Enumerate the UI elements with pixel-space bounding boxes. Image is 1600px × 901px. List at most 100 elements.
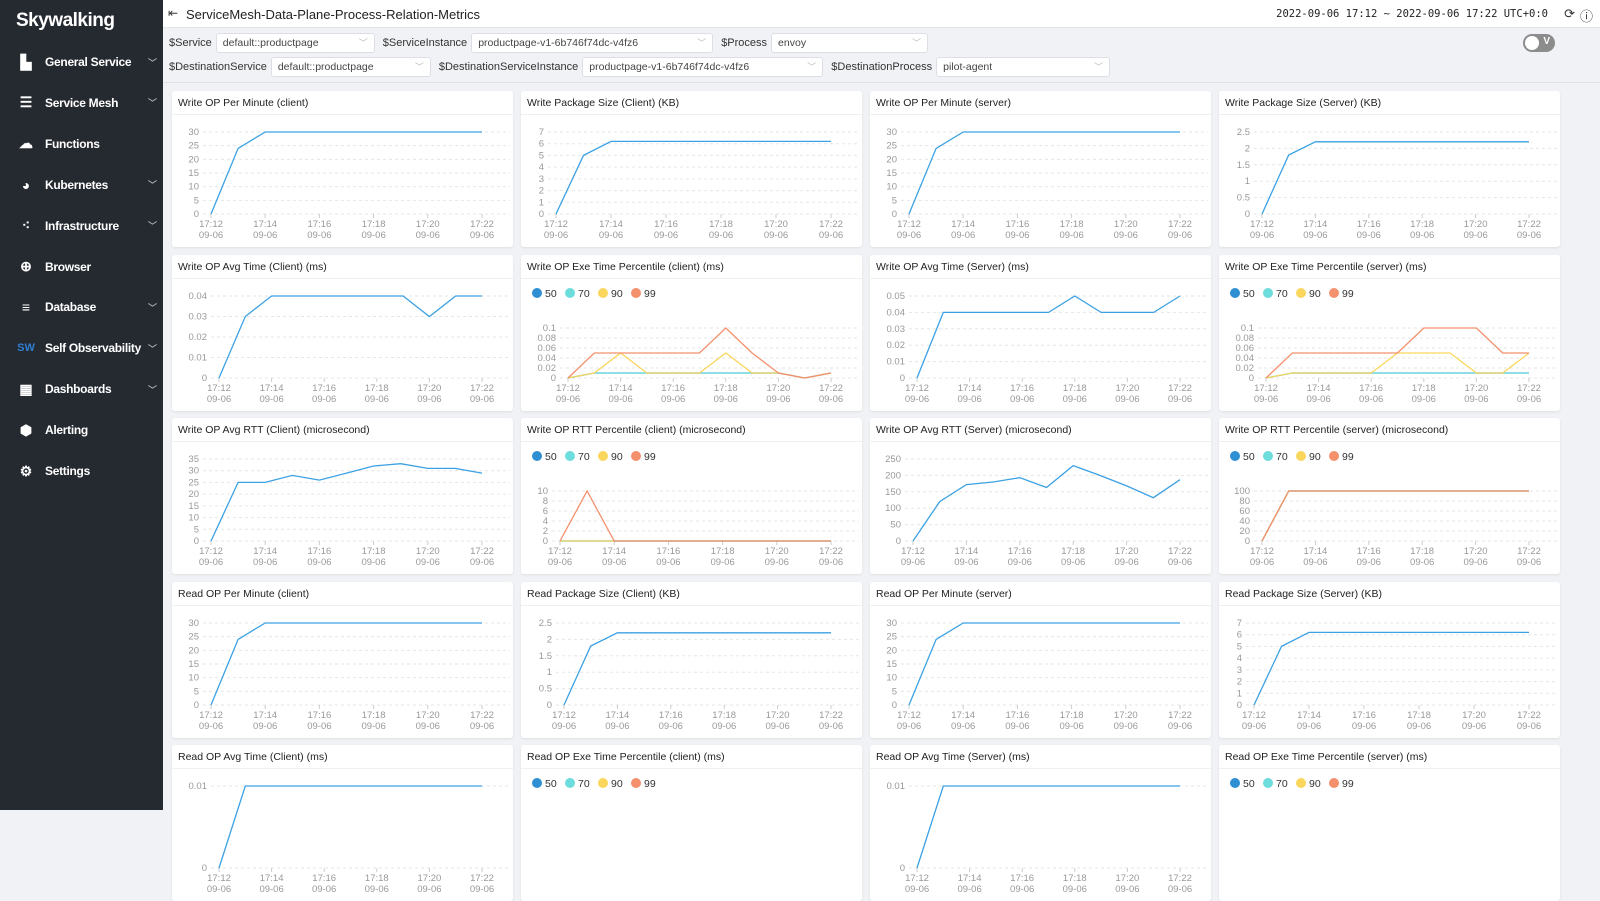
legend-marker[interactable]: [1296, 778, 1306, 788]
legend-marker[interactable]: [1329, 287, 1339, 298]
chevron-down-icon: ﹀: [1094, 62, 1104, 72]
series-line-p70[interactable]: [1261, 490, 1529, 542]
refresh-icon[interactable]: ⟳: [1564, 6, 1575, 21]
legend-label[interactable]: 90: [611, 778, 623, 790]
series-line[interactable]: [1261, 141, 1529, 215]
legend-marker[interactable]: [1329, 778, 1339, 788]
sidebar-item-dashboards[interactable]: ▦ Dashboards ﹀: [0, 374, 163, 404]
series-line[interactable]: [916, 294, 1181, 378]
collapse-menu-icon[interactable]: ⇤: [168, 6, 179, 20]
legend-marker[interactable]: [631, 287, 641, 298]
legend-label[interactable]: 70: [578, 451, 590, 463]
legend-label[interactable]: 50: [1243, 451, 1255, 463]
legend-label[interactable]: 50: [1243, 778, 1255, 790]
series-line-p90[interactable]: [1261, 490, 1529, 542]
sidebar-item-general-service[interactable]: ▙ General Service ﹀: [0, 47, 163, 77]
legend-label[interactable]: 50: [545, 778, 557, 790]
legend-label[interactable]: 99: [644, 778, 656, 790]
destination-service-select[interactable]: default::productpage ﹀: [270, 57, 431, 77]
series-line[interactable]: [908, 131, 1180, 215]
legend-marker[interactable]: [1263, 287, 1273, 298]
legend-marker[interactable]: [598, 778, 608, 788]
legend-label[interactable]: 90: [1309, 451, 1321, 463]
legend-marker[interactable]: [1296, 451, 1306, 461]
legend-label[interactable]: 99: [644, 451, 656, 463]
legend-marker[interactable]: [1230, 451, 1240, 461]
series-line-p50[interactable]: [1265, 371, 1529, 379]
legend-label[interactable]: 70: [578, 288, 590, 300]
x-tick-label: 17:22: [470, 546, 494, 557]
series-line-p70[interactable]: [1265, 371, 1529, 379]
sidebar-item-self-observability[interactable]: SW Self Observability ﹀: [0, 333, 163, 363]
sidebar-item-alerting[interactable]: ⬢ Alerting: [0, 415, 163, 445]
series-line[interactable]: [563, 631, 831, 705]
legend-label[interactable]: 90: [611, 451, 623, 463]
sidebar-item-functions[interactable]: ☁ Functions: [0, 129, 163, 159]
process-select[interactable]: envoy ﹀: [771, 33, 929, 53]
legend-marker[interactable]: [1263, 451, 1273, 461]
series-line[interactable]: [912, 464, 1181, 542]
info-icon[interactable]: ⓘ: [1579, 9, 1593, 24]
series-line[interactable]: [210, 463, 483, 542]
series-line-p90[interactable]: [567, 351, 832, 379]
series-line[interactable]: [555, 140, 831, 215]
time-range-text[interactable]: 2022-09-06 17:12 ~ 2022-09-06 17:22: [1276, 8, 1498, 20]
chevron-down-icon: ﹀: [414, 62, 424, 72]
destination-service-instance-select[interactable]: productpage-v1-6b746f74dc-v4fz6 ﹀: [582, 57, 824, 77]
legend-label[interactable]: 99: [644, 288, 656, 300]
sidebar-item-settings[interactable]: ⚙ Settings: [0, 456, 163, 486]
destination-process-select[interactable]: pilot-agent ﹀: [936, 57, 1111, 77]
view-toggle[interactable]: V: [1523, 34, 1555, 52]
legend-marker[interactable]: [1230, 778, 1240, 788]
legend-label[interactable]: 70: [1276, 288, 1288, 300]
series-line-p50[interactable]: [1261, 490, 1529, 542]
legend-marker[interactable]: [631, 451, 641, 461]
legend-label[interactable]: 99: [1342, 451, 1354, 463]
legend-marker[interactable]: [565, 451, 575, 461]
series-line[interactable]: [210, 131, 482, 215]
legend-label[interactable]: 99: [1342, 778, 1354, 790]
legend-marker[interactable]: [532, 451, 542, 461]
series-line-p90[interactable]: [1265, 351, 1530, 379]
legend-marker[interactable]: [1263, 778, 1273, 788]
series-line[interactable]: [908, 621, 1180, 705]
time-range[interactable]: 2022-09-06 17:12 ~ 2022-09-06 17:22 UTC+…: [1276, 8, 1548, 20]
legend-label[interactable]: 50: [545, 451, 557, 463]
legend-marker[interactable]: [598, 287, 608, 298]
series-line[interactable]: [218, 294, 482, 378]
sidebar-item-infrastructure[interactable]: ⁖ Infrastructure ﹀: [0, 211, 163, 241]
series-line-p99[interactable]: [559, 489, 831, 542]
series-line[interactable]: [210, 621, 482, 705]
legend-marker[interactable]: [1230, 287, 1240, 298]
legend-marker[interactable]: [598, 451, 608, 461]
series-line[interactable]: [916, 785, 1180, 869]
sidebar-item-service-mesh[interactable]: ☰ Service Mesh ﹀: [0, 88, 163, 118]
series-line[interactable]: [218, 785, 482, 869]
legend-label[interactable]: 90: [1309, 778, 1321, 790]
legend-label[interactable]: 90: [611, 288, 623, 300]
legend-label[interactable]: 70: [578, 778, 590, 790]
service-select[interactable]: default::productpage ﹀: [215, 33, 375, 53]
series-line-p99[interactable]: [567, 326, 832, 379]
legend-label[interactable]: 50: [1243, 288, 1255, 300]
legend-label[interactable]: 99: [1342, 288, 1354, 300]
series-line-p99[interactable]: [1265, 326, 1529, 378]
skywalking-logo[interactable]: Skywalking: [16, 10, 115, 31]
legend-marker[interactable]: [565, 778, 575, 788]
legend-marker[interactable]: [1329, 451, 1339, 461]
legend-marker[interactable]: [631, 778, 641, 788]
legend-label[interactable]: 70: [1276, 451, 1288, 463]
legend-marker[interactable]: [1296, 287, 1306, 298]
legend-label[interactable]: 70: [1276, 778, 1288, 790]
sidebar-item-browser[interactable]: ⊕ Browser: [0, 252, 163, 282]
sidebar-item-database[interactable]: ≡ Database ﹀: [0, 292, 163, 322]
sidebar-item-kubernetes[interactable]: ◕ Kubernetes ﹀: [0, 170, 163, 200]
series-line[interactable]: [1253, 631, 1529, 705]
series-line-p99[interactable]: [1261, 490, 1529, 542]
service-instance-select[interactable]: productpage-v1-6b746f74dc-v4fz6 ﹀: [471, 33, 714, 53]
legend-label[interactable]: 50: [545, 288, 557, 300]
legend-marker[interactable]: [532, 778, 542, 788]
legend-marker[interactable]: [565, 287, 575, 298]
legend-marker[interactable]: [532, 287, 542, 298]
legend-label[interactable]: 90: [1309, 288, 1321, 300]
